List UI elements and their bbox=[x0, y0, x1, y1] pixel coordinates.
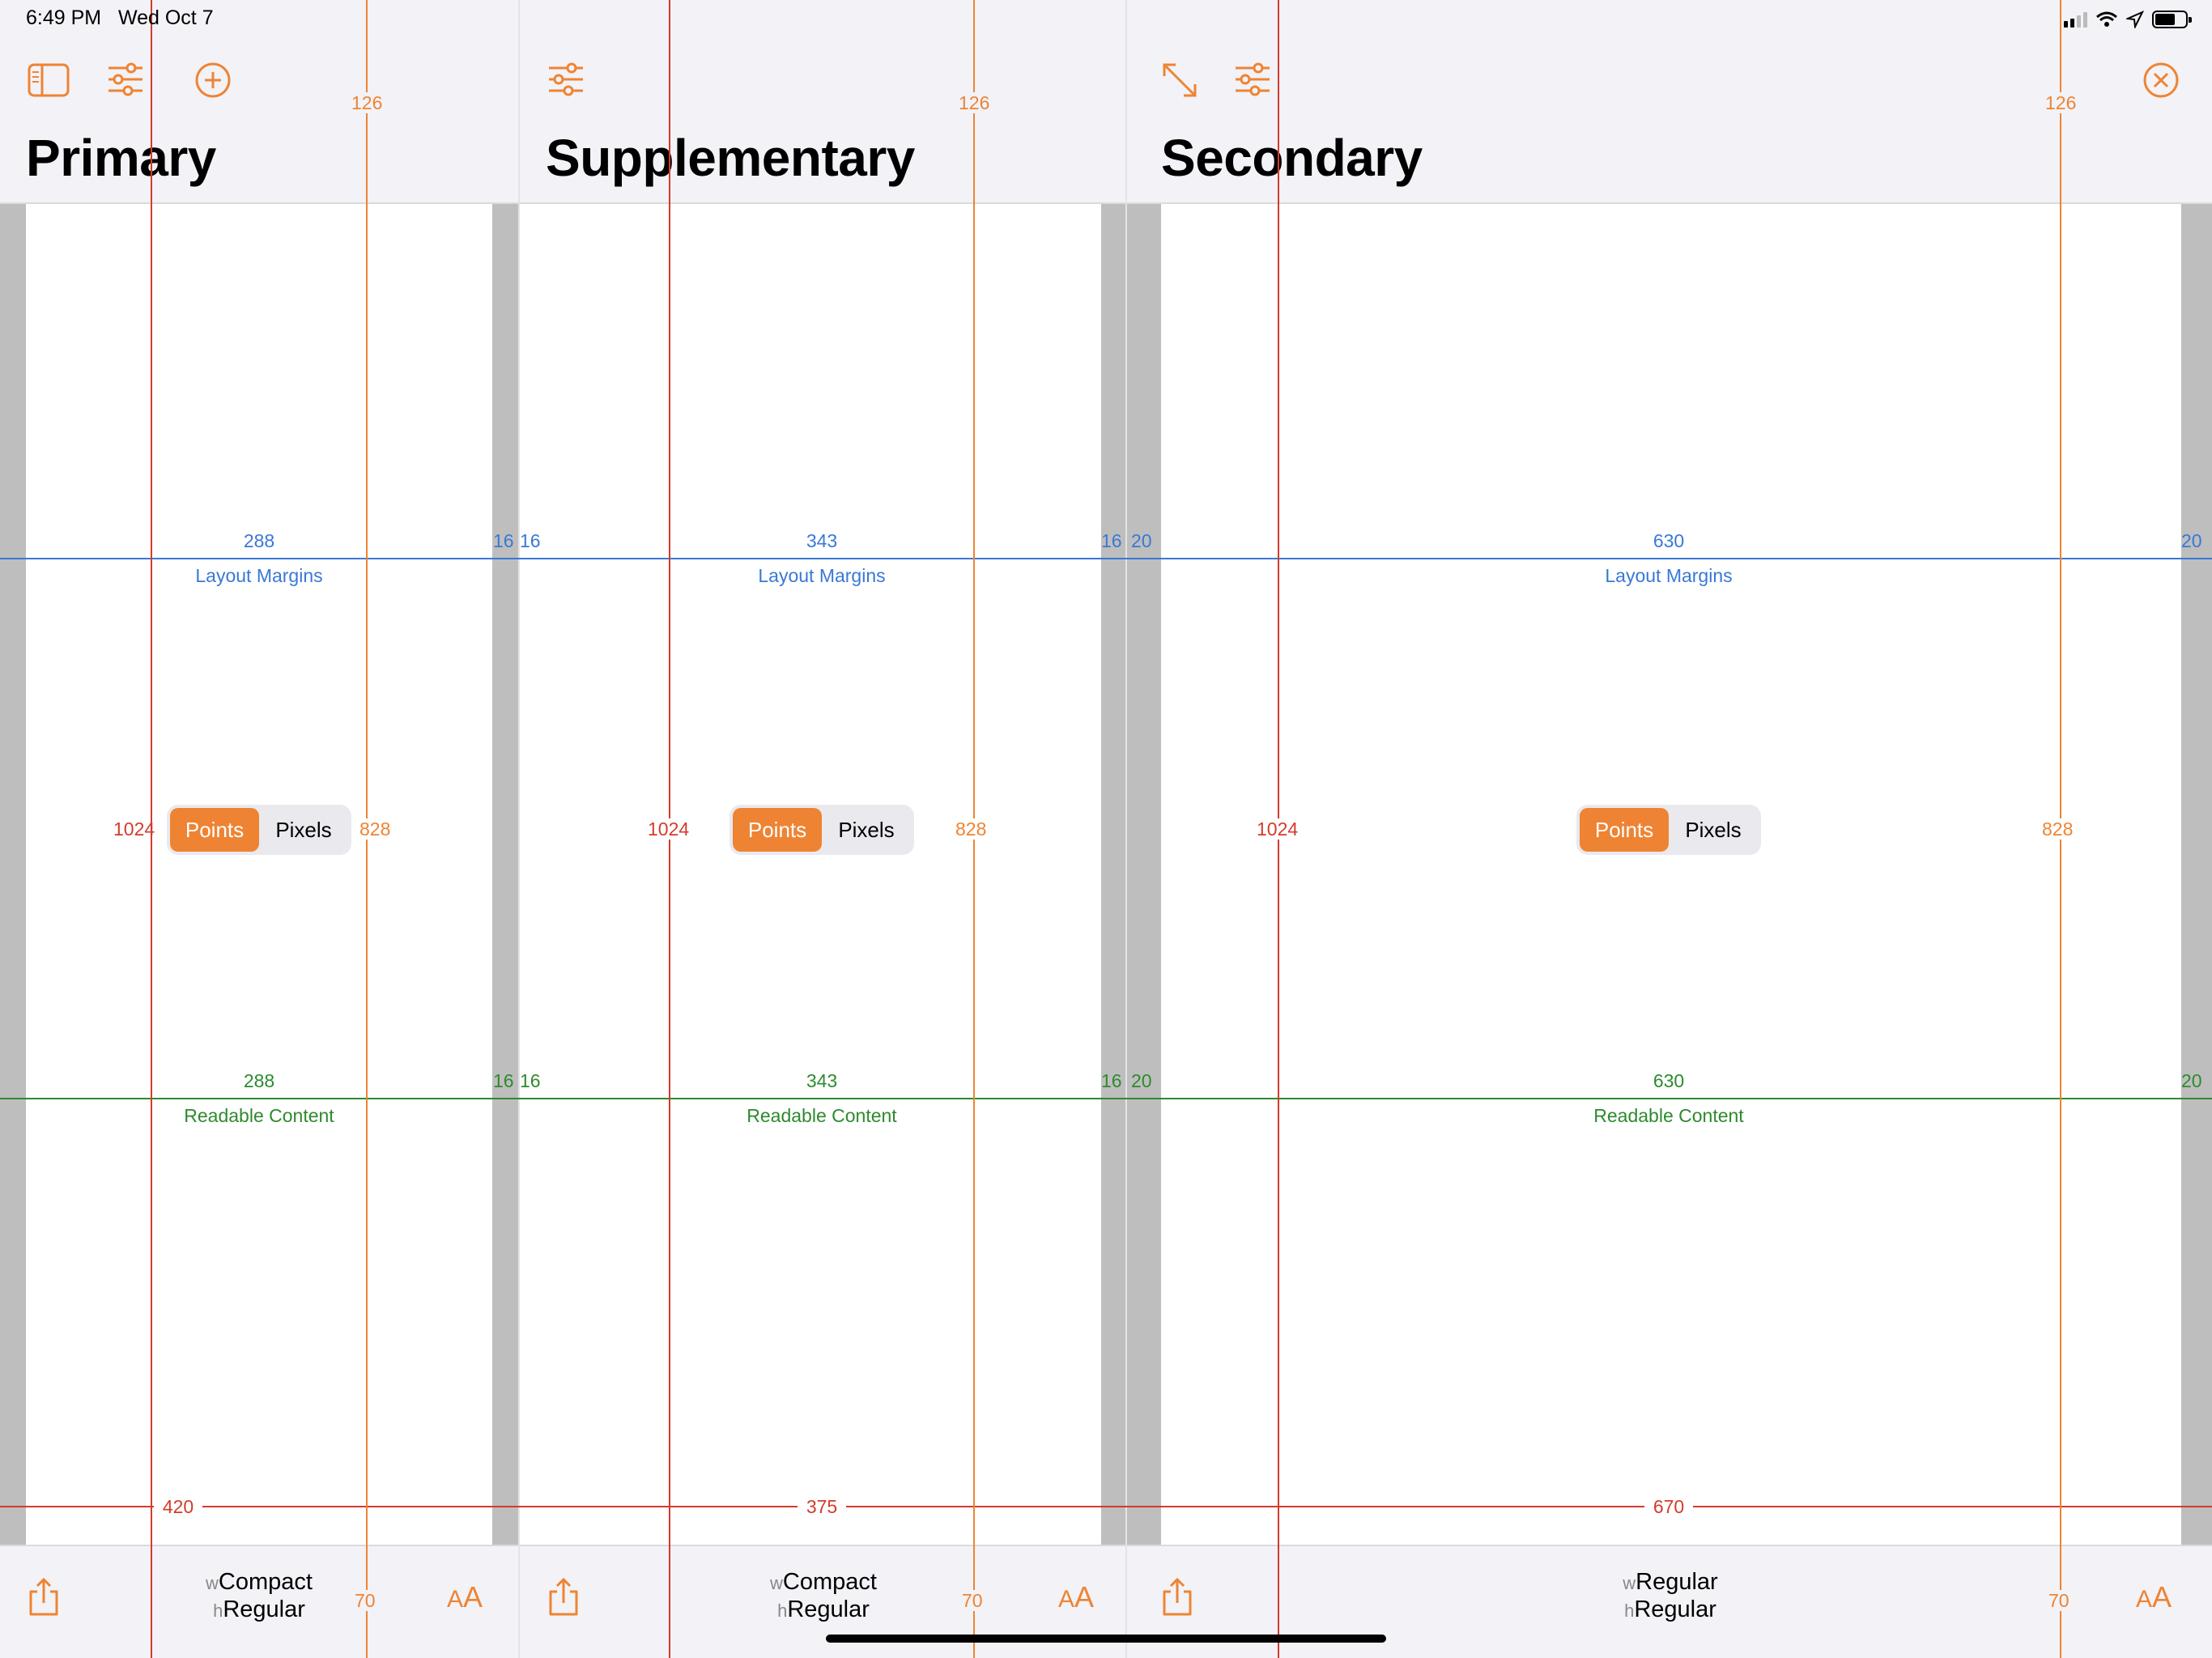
pixels-option[interactable]: Pixels bbox=[838, 817, 895, 842]
primary-header: Primary bbox=[0, 0, 518, 204]
expand-icon[interactable] bbox=[1161, 62, 1198, 99]
view-height-guide bbox=[151, 0, 152, 1658]
page-title: Secondary bbox=[1161, 129, 1423, 187]
cellular-signal-icon bbox=[2064, 11, 2087, 28]
readable-content-leading: 16 bbox=[520, 1070, 541, 1091]
share-icon[interactable] bbox=[547, 1577, 580, 1618]
safe-area-top: 126 bbox=[347, 92, 388, 113]
status-bar: 6:49 PM Wed Oct 7 bbox=[0, 0, 2212, 39]
home-indicator[interactable] bbox=[826, 1635, 1386, 1643]
pixels-option[interactable]: Pixels bbox=[1685, 817, 1742, 842]
status-date: Wed Oct 7 bbox=[117, 6, 214, 29]
safe-area-bottom: 70 bbox=[2044, 1590, 2074, 1611]
view-height: 1024 bbox=[1252, 818, 1304, 840]
readable-content-leading: 20 bbox=[1131, 1070, 1152, 1091]
size-class: wRegular hRegular bbox=[1623, 1569, 1718, 1622]
safe-area-bottom: 70 bbox=[350, 1590, 381, 1611]
battery-icon bbox=[2152, 11, 2192, 28]
page-title: Supplementary bbox=[546, 129, 915, 187]
primary-footer: wCompact hRegular AA bbox=[0, 1545, 518, 1658]
sliders-icon[interactable] bbox=[1234, 62, 1271, 97]
layout-margins-leading: 16 bbox=[520, 530, 541, 551]
status-time: 6:49 PM Wed Oct 7 bbox=[26, 6, 214, 29]
readable-content-width: 343 bbox=[806, 1070, 838, 1091]
layout-margins-leading: 20 bbox=[1131, 530, 1152, 551]
safe-area-height: 828 bbox=[951, 818, 992, 840]
primary-column: Primary wCompact hRegular AA bbox=[0, 0, 518, 1658]
layout-margins-width: 343 bbox=[806, 530, 838, 551]
wifi-icon bbox=[2096, 11, 2117, 27]
sliders-icon[interactable] bbox=[547, 62, 585, 97]
view-height: 1024 bbox=[113, 818, 155, 840]
readable-content-trailing: 20 bbox=[2181, 1070, 2202, 1091]
view-width: 420 bbox=[154, 1496, 202, 1517]
location-icon bbox=[2126, 11, 2144, 28]
size-class: wCompact hRegular bbox=[770, 1569, 877, 1622]
trailing-gutter bbox=[492, 204, 518, 1545]
text-size-icon[interactable]: AA bbox=[2136, 1580, 2172, 1613]
page-title: Primary bbox=[26, 129, 216, 187]
leading-gutter bbox=[1127, 204, 1161, 1545]
layout-margins-trailing: 16 bbox=[493, 530, 514, 551]
layout-margins-width: 288 bbox=[243, 530, 275, 551]
readable-content-label: Readable Content bbox=[184, 1105, 334, 1126]
layout-margins-trailing: 20 bbox=[2181, 530, 2202, 551]
view-width-guide bbox=[0, 1506, 2212, 1507]
share-icon[interactable] bbox=[1161, 1577, 1193, 1618]
layout-margins-width: 630 bbox=[1653, 530, 1685, 551]
trailing-gutter bbox=[1101, 204, 1127, 1545]
trailing-gutter bbox=[2181, 204, 2212, 1545]
units-toggle[interactable]: Points Pixels bbox=[730, 805, 914, 855]
readable-content-trailing: 16 bbox=[1101, 1070, 1122, 1091]
layout-margins-label: Layout Margins bbox=[195, 565, 323, 586]
secondary-header: Secondary bbox=[1127, 0, 2212, 204]
safe-area-bottom: 70 bbox=[957, 1590, 988, 1611]
readable-content-width: 288 bbox=[243, 1070, 275, 1091]
view-width: 670 bbox=[1644, 1496, 1693, 1517]
readable-content-guide bbox=[0, 1098, 2212, 1099]
layout-margins-trailing: 16 bbox=[1101, 530, 1122, 551]
points-option[interactable]: Points bbox=[733, 808, 822, 852]
safe-area-height: 828 bbox=[2037, 818, 2078, 840]
size-class: wCompact hRegular bbox=[206, 1569, 313, 1622]
share-icon[interactable] bbox=[28, 1577, 60, 1618]
supplementary-header: Supplementary bbox=[520, 0, 1125, 204]
readable-content-width: 630 bbox=[1653, 1070, 1685, 1091]
pixels-option[interactable]: Pixels bbox=[275, 817, 332, 842]
readable-content-label: Readable Content bbox=[1593, 1105, 1744, 1126]
points-option[interactable]: Points bbox=[170, 808, 259, 852]
points-option[interactable]: Points bbox=[1580, 808, 1669, 852]
units-toggle[interactable]: Points Pixels bbox=[1576, 805, 1761, 855]
sidebar-icon[interactable] bbox=[28, 63, 70, 97]
readable-content-label: Readable Content bbox=[747, 1105, 897, 1126]
text-size-icon[interactable]: AA bbox=[1058, 1580, 1095, 1613]
close-icon[interactable] bbox=[2142, 62, 2180, 99]
status-icons bbox=[2064, 8, 2192, 31]
layout-margins-guide bbox=[0, 558, 2212, 559]
view-height: 1024 bbox=[643, 818, 695, 840]
safe-area-top: 126 bbox=[2040, 92, 2082, 113]
readable-content-trailing: 16 bbox=[493, 1070, 514, 1091]
leading-gutter bbox=[0, 204, 26, 1545]
units-toggle[interactable]: Points Pixels bbox=[167, 805, 351, 855]
layout-margins-label: Layout Margins bbox=[1605, 565, 1733, 586]
safe-area-height: 828 bbox=[355, 818, 396, 840]
sliders-icon[interactable] bbox=[107, 62, 144, 97]
view-width: 375 bbox=[798, 1496, 846, 1517]
safe-area-top: 126 bbox=[954, 92, 995, 113]
add-icon[interactable] bbox=[194, 62, 232, 99]
text-size-icon[interactable]: AA bbox=[447, 1580, 483, 1613]
supplementary-column: Supplementary wCompact hRegular AA bbox=[518, 0, 1127, 1658]
layout-margins-label: Layout Margins bbox=[758, 565, 886, 586]
